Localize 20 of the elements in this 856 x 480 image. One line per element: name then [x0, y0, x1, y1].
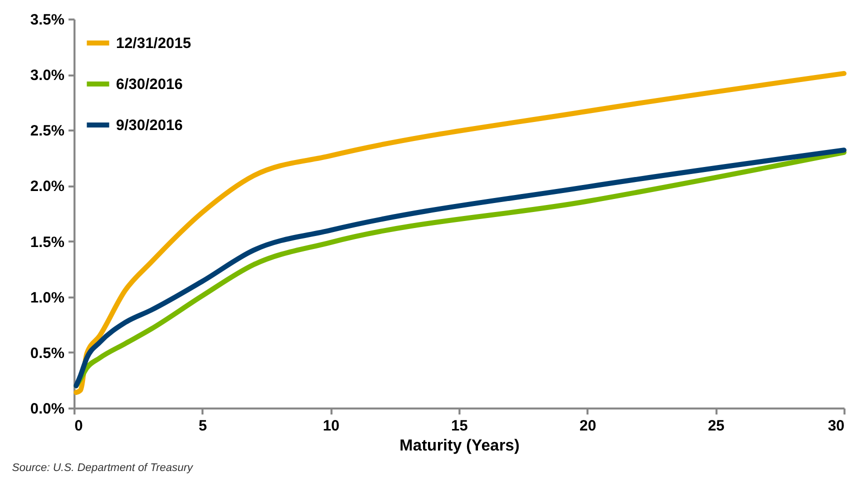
x-tick-label: 0 [74, 418, 83, 434]
y-tick-label: 0.5% [30, 344, 64, 362]
x-tick-label: 15 [451, 418, 468, 434]
x-axis-title: Maturity (Years) [399, 438, 520, 454]
x-tick-label: 10 [322, 418, 340, 434]
legend-label: 9/30/2016 [116, 117, 183, 134]
x-tick-label: 20 [579, 418, 596, 434]
legend-label: 6/30/2016 [116, 76, 183, 93]
x-tick-label: 5 [198, 418, 208, 434]
y-tick-label: 3.0% [30, 67, 64, 84]
y-tick-label: 2.0% [30, 178, 64, 196]
y-tick-label: 0.0% [30, 400, 64, 418]
source-note: Source: U.S. Department of Treasury [12, 462, 193, 474]
legend-label: 12/31/2015 [116, 35, 192, 52]
x-tick-label: 30 [828, 418, 844, 434]
y-tick-label: 2.5% [30, 122, 64, 140]
y-tick-label: 3.5% [30, 12, 64, 28]
x-tick-label: 25 [708, 418, 725, 434]
y-tick-label: 1.0% [30, 289, 64, 306]
y-tick-label: 1.5% [30, 234, 64, 251]
